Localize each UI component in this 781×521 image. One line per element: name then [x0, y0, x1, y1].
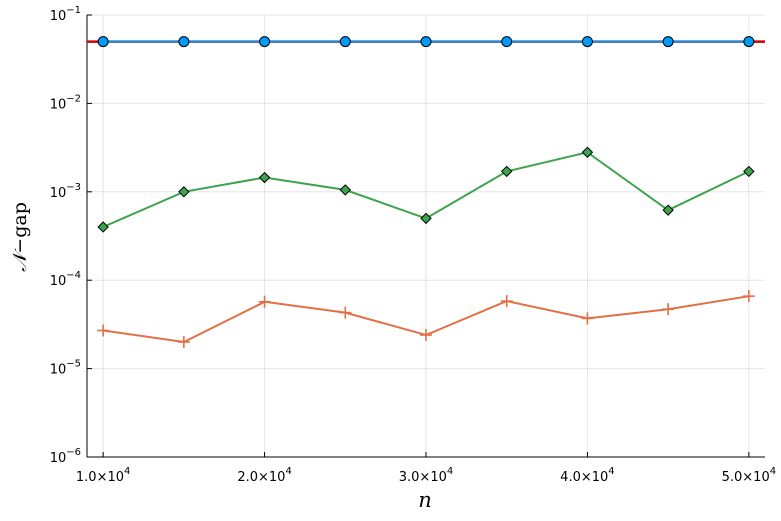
y-tick-label: 10−1 [50, 5, 81, 24]
data-point-circle [420, 36, 432, 48]
data-point-circle [97, 36, 109, 48]
y-tick-base: 10 [50, 97, 67, 112]
y-axis-title-word: gap [9, 202, 31, 238]
x-tick-label: 1.0×104 [76, 466, 130, 485]
data-point-cross [662, 303, 675, 316]
data-point-circle [501, 36, 513, 48]
x-tick-exponent: 4 [124, 466, 130, 477]
svg-text:𝒩−gap: 𝒩−gap [9, 202, 31, 272]
y-tick-base: 10 [50, 451, 67, 466]
data-point-circle [339, 36, 351, 48]
y-tick-exponent: −1 [66, 5, 81, 16]
x-tick-mantissa: 2.0×10 [237, 470, 285, 485]
series-cross [97, 290, 755, 348]
data-point-diamond [501, 165, 513, 178]
x-tick-label: 5.0×104 [722, 466, 776, 485]
data-point-diamond [339, 184, 351, 196]
y-tick-base: 10 [50, 363, 67, 378]
x-tick-mantissa: 3.0×10 [399, 470, 447, 485]
y-axis-title: 𝒩−gap [9, 202, 31, 272]
x-tick-exponent: 4 [285, 466, 291, 477]
data-point-cross [742, 290, 755, 303]
data-point-cross [500, 295, 513, 308]
x-tick-label: 3.0×104 [399, 466, 453, 485]
x-tick-mantissa: 1.0×10 [76, 470, 124, 485]
data-point-cross [581, 312, 594, 325]
data-point-cross [420, 328, 432, 341]
data-point-cross [177, 335, 190, 348]
y-tick-label: 10−6 [50, 447, 81, 466]
data-point-diamond [581, 146, 594, 158]
x-tick-mantissa: 4.0×10 [560, 470, 608, 485]
y-tick-exponent: −2 [66, 93, 81, 104]
data-point-cross [258, 295, 271, 308]
x-tick-labels: 1.0×104 2.0×104 3.0×104 4.0×104 5.0×104 [76, 452, 776, 485]
data-point-circle [178, 36, 190, 48]
y-tick-exponent: −3 [66, 182, 81, 193]
series-layer [97, 36, 755, 348]
data-point-cross [97, 324, 110, 337]
data-point-cross [339, 306, 352, 319]
y-tick-label: 10−4 [50, 270, 81, 289]
y-tick-label: 10−2 [50, 93, 81, 112]
y-tick-label: 10−5 [50, 359, 81, 378]
grid [87, 14, 765, 458]
data-point-diamond [662, 204, 674, 216]
x-tick-exponent: 4 [770, 466, 776, 477]
series-circle [97, 36, 755, 48]
x-tick-exponent: 4 [608, 466, 614, 477]
y-tick-base: 10 [50, 274, 67, 289]
data-point-diamond [258, 171, 271, 184]
x-tick-label: 4.0×104 [560, 466, 614, 485]
y-tick-base: 10 [50, 186, 67, 201]
y-tick-labels: 10−110−210−310−410−510−6 [50, 5, 92, 466]
data-point-diamond [743, 165, 755, 178]
y-axis-title-dash: − [9, 238, 31, 254]
x-axis-title: n [418, 488, 432, 512]
data-point-circle [581, 36, 593, 48]
data-point-circle [259, 36, 271, 48]
y-tick-label: 10−3 [50, 182, 81, 201]
data-point-circle [662, 36, 674, 48]
y-tick-exponent: −5 [66, 359, 81, 370]
y-tick-exponent: −4 [66, 270, 81, 281]
x-tick-exponent: 4 [447, 466, 453, 477]
data-point-diamond [420, 212, 432, 225]
data-point-circle [743, 36, 755, 48]
x-tick-label: 2.0×104 [237, 466, 291, 485]
data-point-diamond [97, 221, 109, 233]
series-diamond [97, 146, 755, 233]
x-tick-mantissa: 5.0×10 [722, 470, 770, 485]
y-tick-base: 10 [50, 9, 67, 24]
y-tick-exponent: −6 [66, 447, 81, 458]
data-point-diamond [178, 186, 190, 198]
y-axis-title-symbol: 𝒩 [9, 248, 31, 272]
